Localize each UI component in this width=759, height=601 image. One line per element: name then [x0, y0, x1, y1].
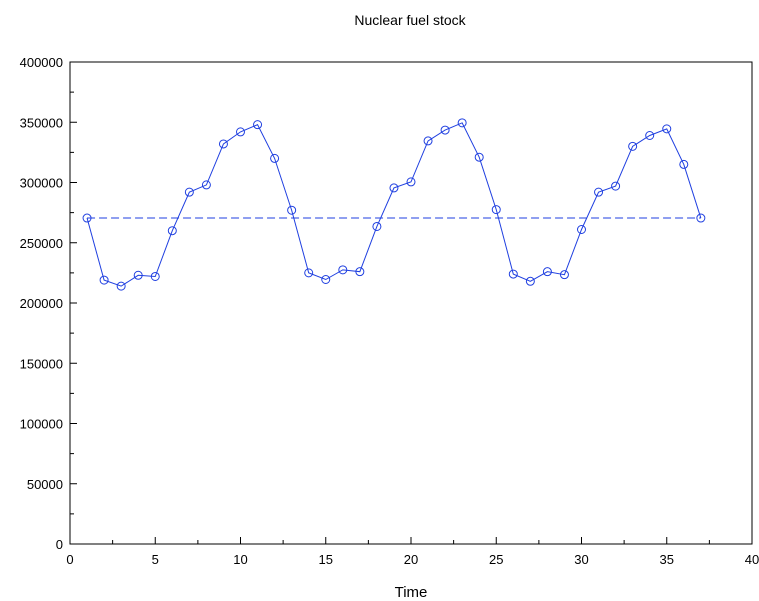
x-tick-label: 15 [319, 552, 333, 567]
data-point [628, 141, 638, 151]
y-tick-label: 250000 [20, 236, 63, 251]
data-point [423, 136, 433, 146]
data-point [116, 281, 126, 291]
y-tick-label: 300000 [20, 176, 63, 191]
y-tick-label: 150000 [20, 356, 63, 371]
stock-series-line [86, 122, 702, 287]
x-tick-label: 30 [574, 552, 588, 567]
data-point [474, 152, 484, 162]
data-point [542, 267, 552, 277]
data-point [389, 183, 399, 193]
y-tick-labels: 0 50000 100000 150000 200000 250000 300000 3500… [20, 55, 63, 552]
chart-title: Nuclear fuel stock [354, 12, 466, 28]
data-point [338, 265, 348, 275]
data-point [201, 180, 211, 190]
data-point [218, 139, 228, 149]
data-point [99, 275, 109, 285]
data-point [611, 181, 621, 191]
data-point [184, 187, 194, 197]
x-tick-label: 5 [152, 552, 159, 567]
data-point [508, 269, 518, 279]
data-point [696, 213, 706, 223]
data-point [525, 276, 535, 286]
x-tick-label: 40 [745, 552, 759, 567]
data-point [236, 127, 245, 137]
data-point [406, 177, 416, 187]
data-point [321, 275, 331, 285]
x-tick-labels: 0 5 10 15 20 25 30 35 40 [66, 552, 759, 567]
data-point [594, 187, 604, 197]
y-tick-label: 400000 [20, 55, 63, 70]
data-point [253, 120, 263, 130]
data-point [355, 267, 365, 277]
data-point [559, 270, 569, 280]
data-point [372, 221, 382, 231]
x-tick-label: 35 [660, 552, 674, 567]
plot-frame [69, 61, 753, 545]
data-point [304, 268, 314, 278]
y-tick-label: 100000 [20, 417, 63, 432]
data-point [270, 153, 280, 163]
y-tick-label: 200000 [20, 296, 63, 311]
axis-ticks [69, 61, 753, 545]
data-point [287, 205, 297, 215]
x-tick-label: 20 [404, 552, 418, 567]
data-point [150, 271, 160, 281]
x-tick-label: 0 [66, 552, 73, 567]
x-tick-label: 10 [233, 552, 247, 567]
data-point [457, 118, 467, 128]
data-point [133, 270, 143, 280]
data-point [491, 205, 501, 215]
x-axis-label: Time [395, 584, 428, 601]
data-point [440, 125, 450, 135]
y-tick-label: 50000 [27, 477, 63, 492]
data-point [645, 131, 655, 141]
data-point [662, 124, 672, 134]
y-tick-label: 0 [56, 537, 63, 552]
x-tick-label: 25 [489, 552, 503, 567]
data-point [577, 224, 586, 234]
series-layer [82, 118, 706, 291]
data-point [679, 159, 689, 169]
data-point [167, 226, 177, 236]
y-tick-label: 350000 [20, 115, 63, 130]
